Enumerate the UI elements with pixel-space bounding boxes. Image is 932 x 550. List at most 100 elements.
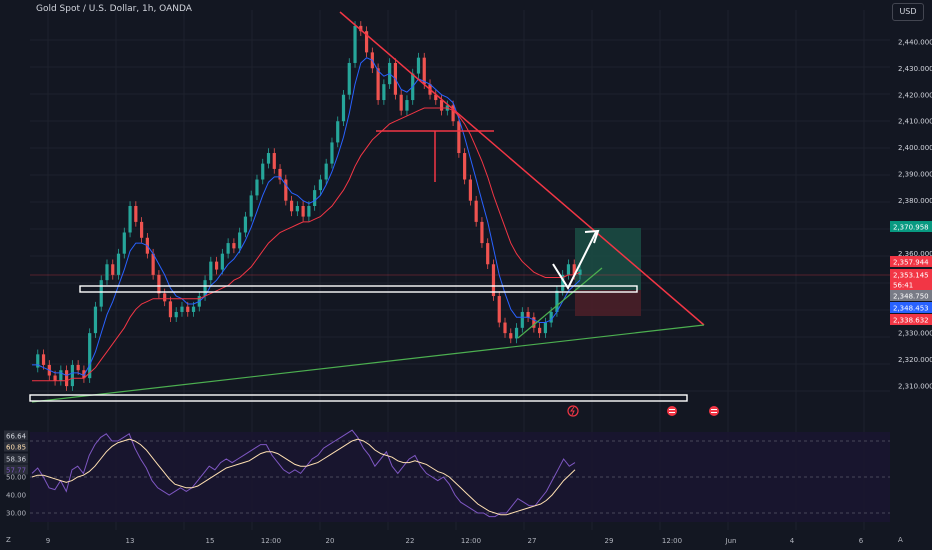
oscillator-tick-label: 40.00 bbox=[6, 492, 26, 500]
time-tick-label: 12:00 bbox=[461, 537, 481, 545]
oscillator-tag-bg bbox=[4, 453, 28, 464]
price-tag-label: 2,338.632 bbox=[893, 317, 929, 325]
candle-body bbox=[105, 264, 109, 281]
base-zone-box[interactable] bbox=[29, 394, 688, 402]
candle-body bbox=[509, 333, 513, 339]
time-tick-label: 12:00 bbox=[662, 537, 682, 545]
candle-body bbox=[341, 94, 346, 122]
candle-body bbox=[463, 153, 467, 180]
candle-body bbox=[99, 280, 103, 307]
candle-body bbox=[272, 153, 276, 169]
time-tick-label: 6 bbox=[859, 537, 864, 545]
candle-body bbox=[116, 253, 121, 275]
price-tick-label: 2,410.000 bbox=[898, 118, 932, 126]
a-corner-icon[interactable]: A bbox=[898, 536, 903, 544]
short-support-line[interactable] bbox=[517, 267, 603, 339]
time-tick-label: 22 bbox=[406, 537, 415, 545]
candle-body bbox=[416, 57, 421, 74]
price-tick-label: 2,320.000 bbox=[898, 356, 932, 364]
candle-body bbox=[209, 261, 213, 281]
candle-body bbox=[295, 206, 299, 212]
event-icon-lightning[interactable] bbox=[567, 405, 579, 417]
z-corner-label: Z bbox=[6, 536, 11, 544]
price-tags: 2,370.958 2,357.944 2,353.145 56:41 2,348.75… bbox=[890, 221, 932, 325]
candle-body bbox=[497, 296, 501, 323]
candle-body bbox=[203, 280, 207, 297]
candle-body bbox=[168, 301, 173, 318]
time-tick-label: 27 bbox=[528, 537, 537, 545]
time-tick-label: 15 bbox=[206, 537, 215, 545]
event-icon-us-flag-2[interactable] bbox=[709, 406, 719, 416]
candle-body bbox=[561, 274, 565, 291]
price-tag-bg bbox=[890, 221, 932, 232]
candle-body bbox=[232, 243, 236, 249]
candle-body bbox=[434, 94, 438, 101]
price-axis[interactable]: 2,440.000 2,430.000 2,420.000 2,410.000 2,40… bbox=[898, 38, 932, 390]
resistance-trendline[interactable] bbox=[339, 11, 705, 326]
candle-body bbox=[532, 317, 536, 328]
candle-body bbox=[480, 221, 484, 244]
price-tick-label: 2,310.000 bbox=[898, 383, 932, 391]
time-tick-label: 20 bbox=[326, 537, 335, 545]
candle-body bbox=[474, 200, 478, 222]
oscillator-tag-label: 57.77 bbox=[6, 467, 26, 475]
candle-body bbox=[186, 306, 190, 312]
z-corner-icon[interactable]: Z bbox=[6, 536, 11, 544]
candle-body bbox=[134, 206, 138, 222]
time-tick-label: 4 bbox=[790, 537, 795, 545]
candle-body bbox=[255, 179, 259, 196]
candle-body bbox=[353, 25, 357, 63]
candle-body bbox=[128, 206, 132, 233]
currency-button[interactable]: USD bbox=[892, 3, 924, 21]
projection-arrow-head bbox=[584, 229, 600, 244]
price-tag-bg bbox=[890, 256, 932, 267]
ema-fast-line bbox=[32, 57, 581, 377]
price-tick-label: 2,380.000 bbox=[898, 197, 932, 205]
candle-body bbox=[457, 121, 461, 154]
candle-body bbox=[220, 253, 224, 270]
price-tag-label: 2,353.145 bbox=[893, 272, 929, 280]
price-tag-label: 2,348.750 bbox=[893, 293, 929, 301]
price-tick-label: 2,360.000 bbox=[898, 250, 932, 258]
candle-body bbox=[82, 370, 86, 379]
candle-body bbox=[313, 190, 317, 206]
price-tick-label: 2,390.000 bbox=[898, 171, 932, 179]
candle-body bbox=[266, 153, 271, 164]
a-corner-label: A bbox=[898, 536, 903, 544]
candle-body bbox=[405, 100, 409, 111]
oscillator-tick-label: 30.00 bbox=[6, 510, 26, 518]
candle-body bbox=[243, 216, 248, 233]
candle-body bbox=[566, 264, 571, 275]
candle-body bbox=[122, 232, 126, 254]
candle-body bbox=[191, 306, 196, 312]
candle-body bbox=[376, 68, 380, 101]
support-trendline[interactable] bbox=[31, 324, 705, 403]
price-tag-label: 2,357.944 bbox=[893, 259, 929, 267]
price-candles bbox=[36, 21, 582, 391]
price-tick-label: 2,430.000 bbox=[898, 65, 932, 73]
projection-arrow[interactable] bbox=[552, 231, 597, 291]
candle-body bbox=[284, 179, 288, 201]
price-tag-label: 56:41 bbox=[893, 282, 913, 290]
candle-body bbox=[439, 100, 444, 111]
support-zone-box[interactable] bbox=[79, 285, 638, 293]
candle-body bbox=[318, 179, 323, 191]
candle-body bbox=[93, 306, 98, 334]
ema-slow-line bbox=[32, 107, 581, 382]
candle-body bbox=[289, 200, 294, 212]
candle-body bbox=[151, 253, 155, 275]
oscillator-tag-label: 60.85 bbox=[6, 444, 26, 452]
candle-body bbox=[364, 31, 369, 53]
candle-body bbox=[451, 105, 455, 122]
candle-body bbox=[41, 354, 46, 365]
price-tag-bg bbox=[890, 314, 932, 325]
time-axis[interactable]: 9 13 15 12:00 20 22 12:00 27 29 12:00 Jun 4 6 bbox=[46, 537, 864, 545]
candle-body bbox=[70, 364, 74, 387]
oscillator-tag-label: 66.64 bbox=[6, 433, 27, 441]
price-tag-bg bbox=[890, 290, 932, 301]
event-icon-us-flag-1[interactable] bbox=[667, 406, 677, 416]
candle-body bbox=[538, 327, 542, 334]
candle-body bbox=[226, 243, 230, 254]
